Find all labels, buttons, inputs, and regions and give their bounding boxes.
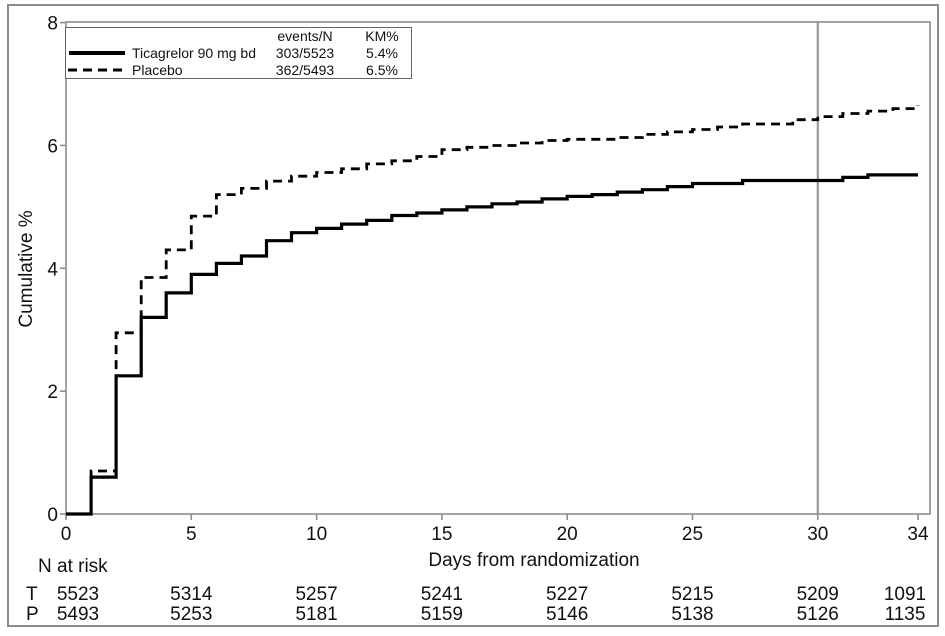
y-tick-label: 0	[47, 505, 58, 526]
risk-count-T-day15: 5241	[421, 584, 463, 605]
dashed-line-sample-icon	[66, 61, 128, 78]
risk-count-T-day0: 5523	[57, 584, 99, 605]
x-tick-label: 10	[306, 524, 327, 545]
curve-placebo	[66, 105, 920, 516]
y-tick-label: 6	[47, 136, 58, 157]
x-tick-label: 15	[431, 524, 452, 545]
y-tick-label: 4	[47, 259, 58, 280]
solid-line-sample-icon	[66, 44, 128, 61]
legend-events-placebo: 362/5493	[275, 61, 335, 78]
x-tick-label: 34	[907, 524, 929, 545]
risk-count-P-day20: 5146	[546, 604, 588, 625]
legend-events-ticagrelor: 303/5523	[275, 44, 335, 61]
legend-header-km: KM%	[365, 28, 399, 44]
risk-count-T-day20: 5227	[546, 584, 588, 605]
risk-count-T-day30: 5209	[797, 584, 839, 605]
x-axis-title: Days from randomization	[428, 550, 640, 571]
x-tick-label: 5	[186, 524, 197, 545]
legend-label-ticagrelor: Ticagrelor 90 mg bd	[132, 44, 256, 61]
x-tick-label: 0	[61, 524, 72, 545]
legend-km-placebo: 6.5%	[366, 61, 398, 78]
figure-outer-border	[7, 4, 939, 627]
plot-area-border	[65, 21, 931, 515]
x-tick-label: 20	[557, 524, 578, 545]
legend-box: events/N KM% Ticagrelor 90 mg bd 303/552…	[65, 27, 412, 79]
legend-km-ticagrelor: 5.4%	[366, 44, 398, 61]
legend-header-events-n: events/N	[277, 28, 333, 44]
y-tick-label: 2	[47, 382, 58, 403]
risk-count-P-day34: 1135	[885, 604, 926, 625]
risk-count-T-day25: 5215	[671, 584, 713, 605]
risk-count-P-day30: 5126	[797, 604, 839, 625]
risk-table-title: N at risk	[38, 556, 108, 577]
risk-count-P-day10: 5181	[295, 604, 337, 625]
y-tick-label: 8	[47, 14, 58, 35]
risk-count-T-day34: 1091	[884, 584, 926, 605]
risk-row-label-placebo: P	[26, 604, 39, 625]
risk-count-P-day25: 5138	[671, 604, 713, 625]
x-tick-label: 30	[807, 524, 828, 545]
y-axis-title: Cumulative %	[16, 210, 37, 328]
risk-row-label-ticagrelor: T	[26, 584, 38, 605]
x-tick-label: 25	[682, 524, 703, 545]
risk-count-P-day15: 5159	[421, 604, 463, 625]
risk-count-T-day10: 5257	[295, 584, 337, 605]
legend-label-placebo: Placebo	[132, 61, 183, 78]
risk-count-P-day0: 5493	[57, 604, 99, 625]
curve-ticagrelor	[66, 173, 918, 516]
risk-count-T-day5: 5314	[170, 584, 213, 605]
risk-count-P-day5: 5253	[170, 604, 212, 625]
